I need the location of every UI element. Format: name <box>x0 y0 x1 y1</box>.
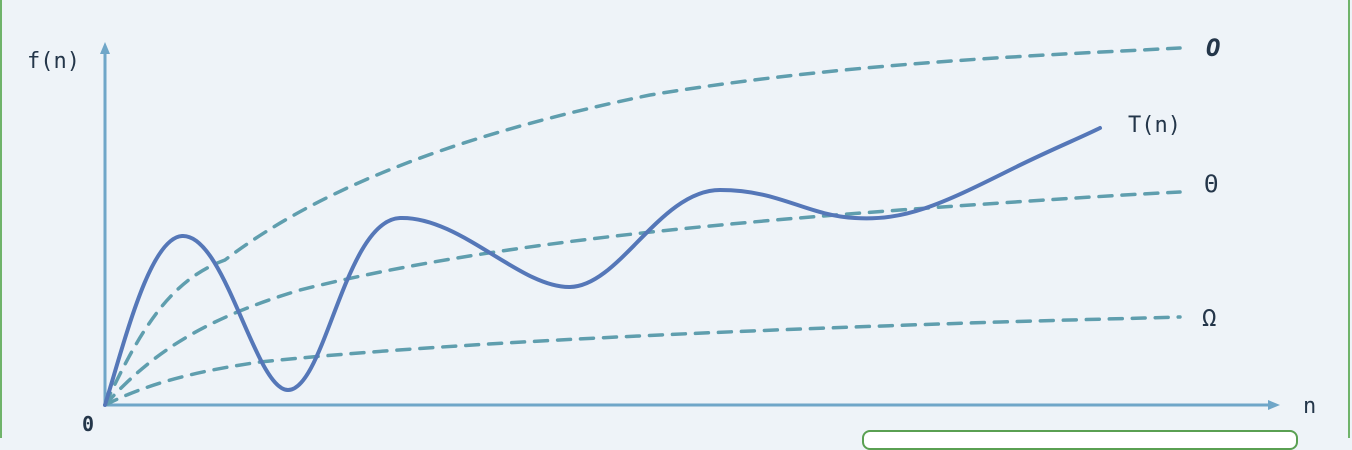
complexity-diagram: f(n) n 0 O T(n) Θ Ω <box>27 34 1316 436</box>
origin-label: 0 <box>82 412 94 436</box>
t-of-n-label: T(n) <box>1128 113 1181 138</box>
upper-bound-label: O <box>1206 34 1220 62</box>
t-of-n-curve <box>103 126 1102 407</box>
y-axis-label: f(n) <box>27 49 80 74</box>
lower-bound-curve <box>103 315 1182 407</box>
tight-bound-label: Θ <box>1204 170 1218 198</box>
upper-bound-curve <box>103 46 1182 407</box>
lower-bound-label: Ω <box>1202 304 1216 332</box>
y-axis-arrow-icon <box>100 42 110 54</box>
x-axis-label: n <box>1303 394 1316 419</box>
slide-frame <box>0 0 1350 438</box>
x-axis-arrow-icon <box>1268 400 1280 410</box>
source-credit-box <box>862 430 1298 450</box>
tight-bound-curve <box>103 190 1182 407</box>
